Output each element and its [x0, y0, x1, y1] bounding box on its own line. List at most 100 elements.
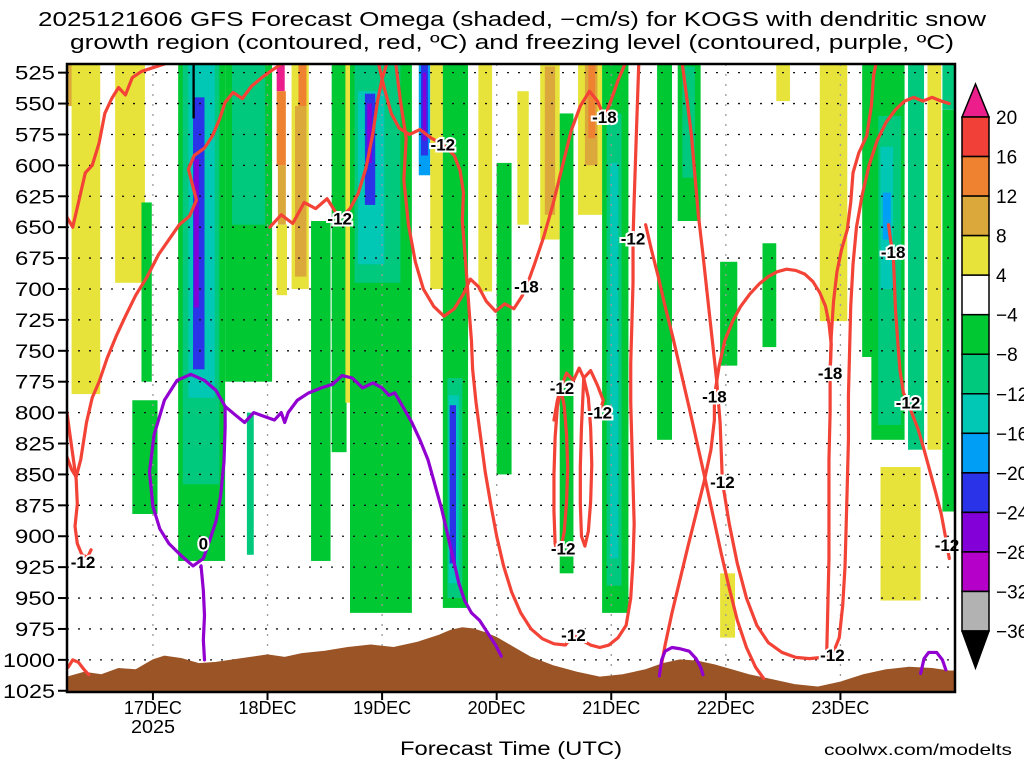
- colorbar-segment: [961, 195, 990, 237]
- omega-band: [908, 64, 925, 450]
- omega-band: [276, 91, 286, 166]
- colorbar-tick-label: −4: [996, 306, 1018, 327]
- colorbar-tick-label: −24: [996, 503, 1024, 524]
- colorbar-segment: [961, 511, 990, 553]
- y-axis-tick-label: 1025: [3, 682, 55, 703]
- omega-band: [882, 192, 891, 240]
- red-contour-line: [578, 376, 594, 548]
- y-axis-tick-label: 800: [15, 404, 55, 425]
- omega-band: [559, 113, 574, 574]
- omega-band: [657, 64, 672, 440]
- colorbar-segment: [961, 274, 990, 316]
- colorbar-tick-label: −20: [996, 464, 1024, 485]
- colorbar-over-triangle: [960, 82, 991, 118]
- red-contour-label: -12: [550, 379, 575, 398]
- colorbar-segment: [961, 234, 990, 276]
- omega-band: [276, 224, 287, 296]
- x-axis-year: 2025: [131, 717, 175, 737]
- omega-band: [71, 64, 101, 395]
- purple-contour-line: [199, 564, 207, 662]
- axes: 525 550 575 600 625 650 675 700 725 750 775 800 825 8…: [3, 64, 869, 718]
- omega-band: [430, 64, 443, 289]
- omega-band: [942, 109, 955, 512]
- y-axis-tick-label: 850: [15, 465, 55, 486]
- red-contour-line: [377, 64, 641, 650]
- colorbar-segment: [961, 393, 990, 435]
- omega-band: [720, 573, 736, 638]
- red-contour-labels: -12 -12 -12 -18 -18 -12 -12 -12 -12 -12 -18 -12 -18 -…: [69, 106, 962, 667]
- x-axis-tick-label: 19DEC: [353, 698, 411, 718]
- omega-band: [517, 91, 529, 225]
- omega-band: [115, 64, 145, 283]
- y-axis-tick-label: 900: [15, 527, 55, 548]
- omega-band: [819, 64, 848, 322]
- red-contour-label: -18: [702, 388, 727, 407]
- colorbar-tick-label: 8: [996, 227, 1007, 248]
- omega-band: [544, 66, 556, 215]
- red-contour-label: -12: [431, 135, 456, 154]
- freezing-level-contours: [147, 372, 948, 678]
- colorbar-segment: [961, 551, 990, 593]
- colorbar: 20 16 12 8 4 −4 −8 −12 −16 −20 −24 −28 −32 −36: [960, 82, 1024, 671]
- y-axis-tick-label: 775: [15, 373, 55, 394]
- red-contour-line: [657, 267, 833, 678]
- red-contour-label: -12: [710, 473, 735, 492]
- red-contour-line: [67, 411, 93, 559]
- chart-title-line1: 2025121606 GFS Forecast Omega (shaded, −…: [38, 9, 987, 31]
- y-axis-tick-label: 700: [15, 280, 55, 301]
- y-axis-tick-label: 1000: [3, 651, 55, 672]
- purple-contour-line: [147, 372, 227, 568]
- red-contour-label: -18: [818, 364, 843, 383]
- red-contour-label: -12: [327, 210, 352, 229]
- x-axis-label: Forecast Time (UTC): [400, 739, 622, 760]
- omega-band: [311, 221, 331, 561]
- omega-band: [478, 64, 493, 292]
- y-axis-tick-label: 600: [15, 156, 55, 177]
- red-contour-label: -12: [551, 540, 576, 559]
- colorbar-tick-label: −16: [996, 424, 1024, 445]
- colorbar-segment: [961, 313, 990, 355]
- colorbar-tick-label: 4: [996, 266, 1007, 287]
- red-contour-label: -12: [621, 229, 646, 248]
- x-axis-tick-label: 23DEC: [811, 698, 869, 718]
- y-axis-tick-label: 625: [15, 187, 55, 208]
- red-contour-label: -18: [514, 278, 539, 297]
- colorbar-tick-label: 16: [996, 148, 1017, 169]
- y-axis-tick-label: 750: [15, 342, 55, 363]
- omega-band: [67, 64, 76, 107]
- y-axis-tick-label: 825: [15, 435, 55, 456]
- y-axis-tick-label: 925: [15, 558, 55, 579]
- y-axis-tick-label: 650: [15, 218, 55, 239]
- omega-band: [942, 64, 955, 110]
- chart-title-line2: growth region (contoured, red, ºC) and f…: [70, 32, 954, 54]
- colorbar-segment: [961, 472, 990, 514]
- omega-band: [295, 106, 307, 277]
- red-contour-line: [268, 64, 389, 229]
- watermark-link: coolwx.com/modelts: [824, 742, 1012, 759]
- plot-frame: [65, 62, 957, 694]
- x-axis-tick-label: 20DEC: [468, 698, 526, 718]
- red-contour-line: [825, 64, 878, 657]
- red-contour-label: -12: [820, 646, 845, 665]
- colorbar-tick-label: −36: [996, 622, 1024, 643]
- omega-band: [610, 162, 619, 559]
- red-contour-label: -12: [71, 553, 96, 572]
- y-axis-tick-label: 725: [15, 311, 55, 332]
- terrain-profile: [67, 627, 955, 692]
- colorbar-tick-label: 20: [996, 108, 1017, 129]
- omega-band: [132, 400, 158, 514]
- colorbar-tick-label: −8: [996, 345, 1018, 366]
- colorbar-segment: [961, 432, 990, 474]
- red-contour-line: [394, 64, 627, 318]
- colorbar-segment: [961, 353, 990, 395]
- colorbar-segment: [961, 590, 990, 632]
- colorbar-tick-label: −12: [996, 385, 1024, 406]
- omega-band: [193, 97, 205, 370]
- purple-contour-line: [919, 650, 948, 676]
- omega-band: [496, 162, 512, 475]
- terrain-silhouette: [67, 627, 955, 692]
- omega-band: [880, 467, 921, 601]
- omega-band: [141, 202, 152, 382]
- red-contour-label: -12: [588, 404, 613, 423]
